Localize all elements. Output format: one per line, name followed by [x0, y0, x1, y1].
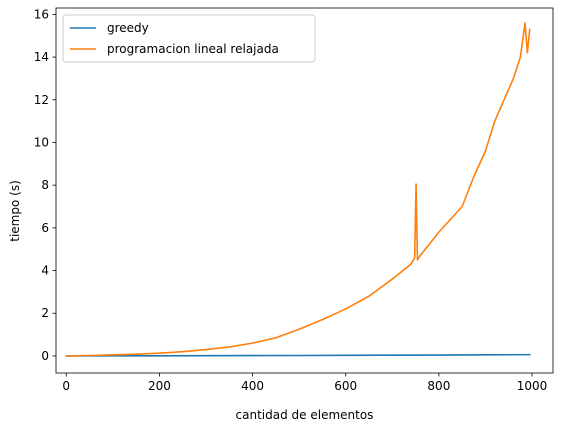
legend-label-1: greedy	[107, 21, 149, 35]
y-tick-label: 0	[41, 349, 49, 363]
x-tick-label: 400	[241, 379, 264, 393]
y-tick-label: 16	[34, 7, 49, 21]
x-tick-label: 1000	[517, 379, 548, 393]
x-tick-label: 600	[334, 379, 357, 393]
y-tick-label: 8	[41, 178, 49, 192]
legend-box	[62, 14, 316, 63]
axes-frame	[55, 7, 554, 374]
series-line-1	[65, 353, 531, 357]
y-axis-label: tiempo (s)	[8, 180, 22, 242]
x-axis-label: cantidad de elementos	[236, 408, 374, 422]
y-tick-label: 2	[41, 306, 49, 320]
plot-area	[65, 22, 531, 357]
legend-label-2: programacion lineal relajada	[107, 42, 279, 56]
y-tick-label: 6	[41, 221, 49, 235]
y-tick-label: 4	[41, 264, 49, 278]
y-tick-label: 14	[34, 50, 49, 64]
axes: 0 200 400 600 800 1000 0 2 4 6 8 10 12 14 16	[34, 7, 554, 393]
x-tick-label: 800	[427, 379, 450, 393]
y-tick-label: 12	[34, 93, 49, 107]
y-tick-label: 10	[34, 135, 49, 149]
series-line-2	[65, 22, 531, 357]
legend: greedy programacion lineal relajada	[62, 14, 316, 63]
x-tick-label: 200	[148, 379, 171, 393]
x-tick-label: 0	[62, 379, 70, 393]
